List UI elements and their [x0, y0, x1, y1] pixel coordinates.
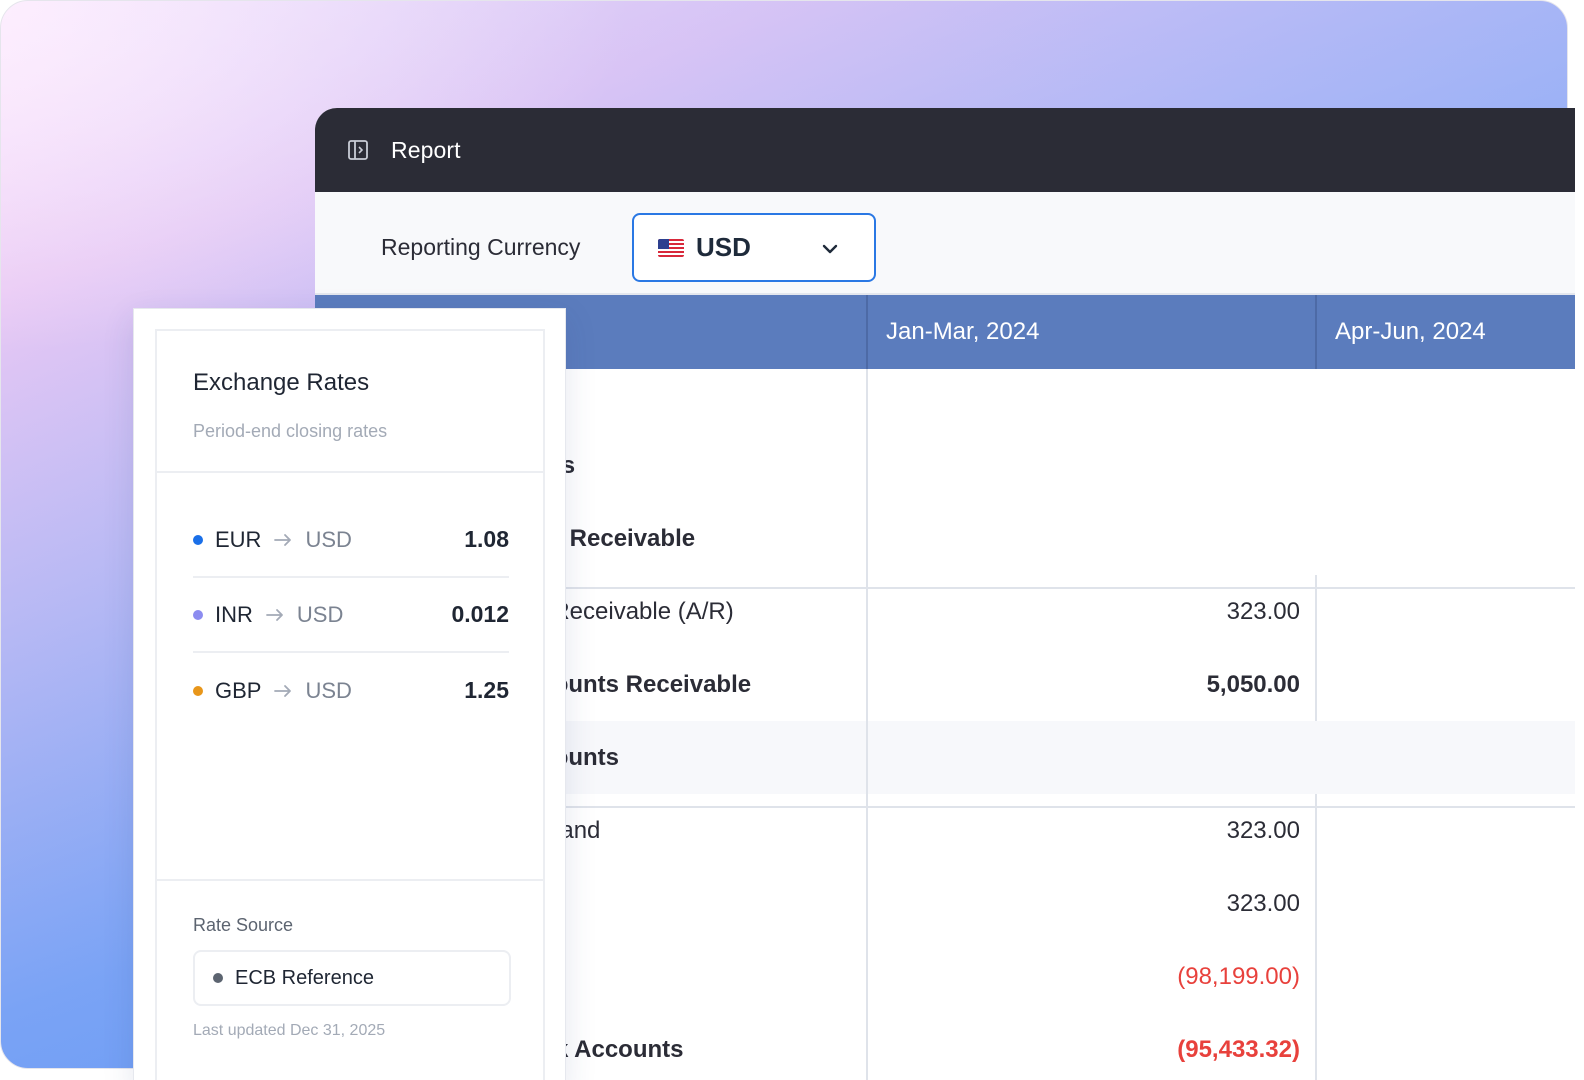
rate-source-label: Rate Source	[193, 915, 294, 935]
row-divider	[315, 806, 1575, 808]
row-value-empty	[1315, 575, 1575, 648]
currency-dot-icon	[193, 609, 203, 620]
row-value-empty	[1315, 1013, 1575, 1080]
rate-source-select[interactable]: ECB Reference	[193, 950, 511, 1006]
row-value	[866, 721, 1316, 794]
row-value: 323.00	[866, 575, 1316, 648]
row-value: (95,433.32)	[866, 1013, 1316, 1080]
row-value: (98,199.00)	[866, 940, 1316, 1013]
rate-from: GBP	[215, 677, 262, 703]
exchange-rates-subtitle: Period-end closing rates	[193, 421, 388, 441]
chevron-down-icon	[822, 244, 838, 254]
exchange-rates-panel: Exchange Rates Period-end closing rates …	[133, 308, 566, 1080]
currency-dot-icon	[193, 534, 203, 545]
column-header[interactable]: Apr-Jun, 2024	[1315, 295, 1575, 369]
row-value-empty	[1315, 940, 1575, 1013]
rates-list: EUR USD 1.08 INR USD 0.012 GBP USD 1.25	[157, 473, 543, 728]
source-dot-icon	[213, 973, 223, 983]
toolbar: Reporting Currency USD	[315, 192, 1575, 295]
title-bar: Report	[315, 108, 1575, 192]
rate-to: USD	[305, 526, 352, 552]
panel-toggle-icon[interactable]	[347, 139, 369, 161]
us-flag-icon	[658, 238, 684, 257]
rate-to: USD	[305, 677, 352, 703]
row-value: 323.00	[866, 867, 1316, 940]
rate-from: EUR	[215, 526, 262, 552]
window-title: Report	[391, 136, 461, 163]
rate-source-value: ECB Reference	[235, 966, 374, 989]
exchange-rates-title: Exchange Rates	[193, 369, 370, 396]
currency-dot-icon	[193, 685, 203, 696]
currency-value: USD	[696, 232, 751, 262]
arrow-right-icon	[265, 608, 283, 621]
rate-from: INR	[215, 601, 253, 627]
rate-value: 0.012	[451, 601, 509, 627]
currency-label: Reporting Currency	[381, 234, 581, 260]
currency-select[interactable]: USD	[632, 213, 876, 282]
rate-value: 1.25	[464, 677, 509, 703]
column-header[interactable]: Jan-Mar, 2024	[866, 295, 1316, 369]
table-spacer	[315, 369, 1575, 429]
row-value: 5,050.00	[866, 648, 1316, 721]
row-value-empty	[1315, 867, 1575, 940]
row-divider	[315, 587, 1575, 589]
rate-row: GBP USD 1.25	[193, 653, 509, 728]
arrow-right-icon	[274, 533, 292, 546]
row-value	[866, 502, 1316, 575]
arrow-right-icon	[274, 684, 292, 697]
row-value-empty	[1315, 648, 1575, 721]
rate-row: EUR USD 1.08	[193, 503, 509, 578]
rate-row: INR USD 0.012	[193, 578, 509, 653]
rate-value: 1.08	[464, 526, 509, 552]
row-value: 323.00	[866, 794, 1316, 867]
spacer-cell	[866, 369, 1316, 429]
last-updated: Last updated Dec 31, 2025	[193, 1022, 386, 1039]
rate-to: USD	[296, 601, 344, 627]
row-value	[866, 429, 1316, 502]
row-value-empty	[1315, 794, 1575, 867]
